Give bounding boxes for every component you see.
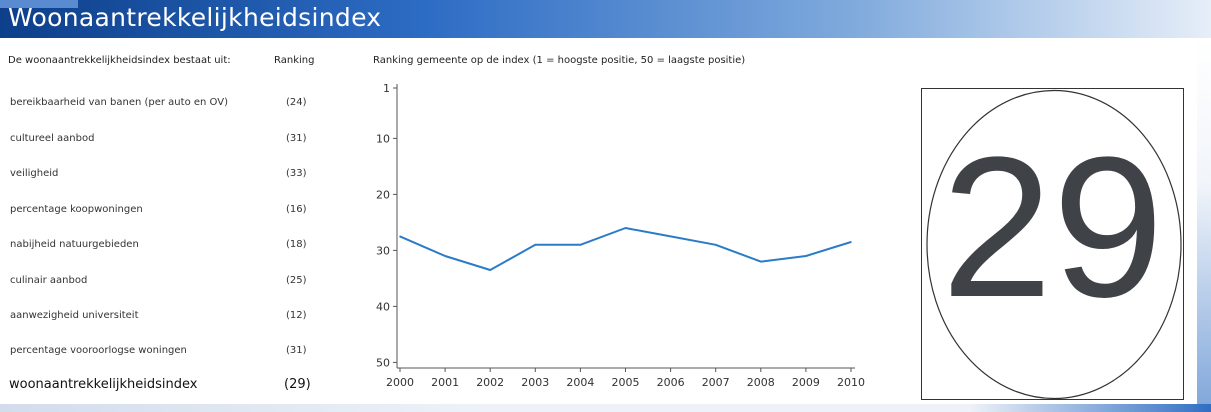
- data-point: [444, 255, 446, 257]
- component-row: percentage vooroorlogse woningen (31): [0, 345, 340, 365]
- data-point: [489, 269, 491, 271]
- y-tick-label: 50: [376, 356, 390, 369]
- component-rank: (24): [286, 97, 307, 108]
- ranking-heading: Ranking: [274, 55, 315, 66]
- component-row: nabijheid natuurgebieden (18): [0, 239, 340, 259]
- page-title: Woonaantrekkelijkheidsindex: [8, 3, 382, 32]
- component-label: percentage vooroorlogse woningen: [10, 345, 187, 356]
- x-tick-label: 2000: [386, 376, 414, 389]
- component-label: culinair aanbod: [10, 275, 88, 286]
- x-tick-label: 2003: [521, 376, 549, 389]
- score-badge-value: 29: [941, 116, 1164, 339]
- component-label: nabijheid natuurgebieden: [10, 239, 139, 250]
- components-heading: De woonaantrekkelijkheidsindex bestaat u…: [8, 55, 231, 66]
- y-tick-label: 10: [376, 132, 390, 145]
- y-tick-label: 30: [376, 244, 390, 257]
- index-total-label: woonaantrekkelijkheidsindex: [9, 377, 198, 392]
- data-point: [579, 244, 582, 246]
- score-badge-circle: [926, 89, 1182, 400]
- component-row: aanwezigheid universiteit (12): [0, 310, 340, 330]
- footer-bar: [0, 404, 1211, 412]
- data-point: [805, 255, 807, 257]
- component-rank: (31): [286, 345, 307, 356]
- x-tick-label: 2009: [792, 376, 820, 389]
- ranking-line-chart: 1 10 20 30 40 50 2000 2001 2002 2003 2004 2005 2006 2…: [376, 82, 865, 389]
- x-tick-label: 2006: [657, 376, 685, 389]
- component-rank: (12): [286, 310, 307, 321]
- y-tick-label: 1: [383, 82, 390, 95]
- y-tick-label: 40: [376, 300, 390, 313]
- data-point: [624, 227, 627, 229]
- x-tick-label: 2004: [566, 376, 594, 389]
- data-point: [760, 260, 762, 263]
- component-label: veiligheid: [10, 168, 59, 179]
- component-row: culinair aanbod (25): [0, 275, 340, 295]
- component-rank: (25): [286, 275, 307, 286]
- index-total-rank: (29): [284, 377, 311, 392]
- component-rank: (33): [286, 168, 307, 179]
- component-label: bereikbaarheid van banen (per auto en OV…: [10, 97, 228, 108]
- header-bar: Woonaantrekkelijkheidsindex: [0, 0, 1211, 38]
- x-tick-label: 2007: [702, 376, 730, 389]
- right-edge-decoration: [1197, 38, 1211, 404]
- component-row: veiligheid (33): [0, 168, 340, 188]
- x-tick-label: 2010: [837, 376, 865, 389]
- component-row: cultureel aanbod (31): [0, 133, 340, 153]
- component-label: aanwezigheid universiteit: [10, 310, 139, 321]
- x-tick-label: 2001: [431, 376, 459, 389]
- component-label: cultureel aanbod: [10, 133, 95, 144]
- component-rank: (18): [286, 239, 307, 250]
- x-tick-label: 2008: [747, 376, 775, 389]
- component-row: percentage koopwoningen (16): [0, 204, 340, 224]
- component-rank: (31): [286, 133, 307, 144]
- score-badge-frame: [921, 88, 1184, 400]
- index-total-row: woonaantrekkelijkheidsindex (29): [0, 377, 340, 400]
- series-line: [399, 227, 852, 271]
- chart-title: Ranking gemeente op de index (1 = hoogst…: [373, 55, 746, 66]
- component-label: percentage koopwoningen: [10, 204, 143, 215]
- data-point: [714, 244, 717, 246]
- component-row: bereikbaarheid van banen (per auto en OV…: [0, 97, 340, 117]
- y-tick-label: 20: [376, 188, 390, 201]
- data-point: [850, 241, 852, 243]
- data-point: [399, 235, 401, 238]
- data-point: [669, 235, 672, 238]
- component-rank: (16): [286, 204, 307, 215]
- x-tick-label: 2002: [476, 376, 504, 389]
- header-accent: [0, 0, 78, 8]
- data-point: [534, 244, 537, 246]
- x-tick-label: 2005: [612, 376, 640, 389]
